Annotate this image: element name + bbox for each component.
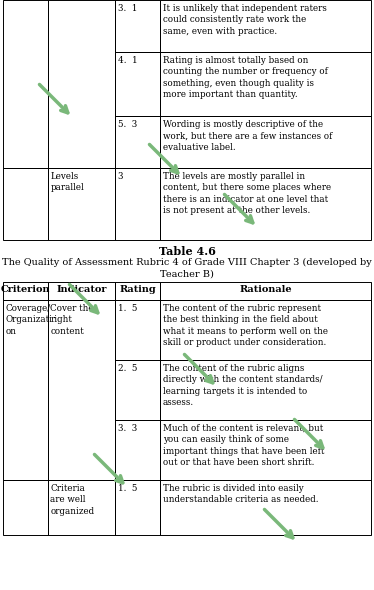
Bar	[115, 116, 160, 168]
Bar	[115, 300, 160, 360]
Text: The content of the rubric represent
the best thinking in the field about
what it: The content of the rubric represent the …	[163, 304, 328, 348]
Bar	[48, 300, 115, 480]
Bar	[115, 52, 160, 116]
Text: The rubric is divided into easily
understandable criteria as needed.: The rubric is divided into easily unders…	[163, 484, 318, 504]
Text: 3: 3	[118, 172, 123, 181]
Text: The Quality of Assessment Rubric 4 of Grade VIII Chapter 3 (developed by: The Quality of Assessment Rubric 4 of Gr…	[2, 258, 372, 267]
Text: The levels are mostly parallel in
content, but there some places where
there is : The levels are mostly parallel in conten…	[163, 172, 331, 215]
Bar	[48, 282, 115, 300]
Text: Rating: Rating	[119, 285, 156, 294]
Bar	[115, 480, 160, 535]
Bar	[48, 168, 115, 240]
Bar	[3, 0, 48, 168]
Bar	[3, 168, 48, 240]
Text: Cover the
right
content: Cover the right content	[50, 304, 94, 336]
Text: 3.  1: 3. 1	[118, 4, 137, 13]
Bar	[115, 282, 160, 300]
Bar	[160, 360, 371, 420]
Text: 4.  1: 4. 1	[118, 56, 137, 65]
Text: Indicator: Indicator	[56, 285, 107, 294]
Text: 5.  3: 5. 3	[118, 120, 137, 129]
Bar	[160, 480, 371, 535]
Bar	[115, 360, 160, 420]
Bar	[3, 300, 48, 480]
Text: Wording is mostly descriptive of the
work, but there are a few instances of
eval: Wording is mostly descriptive of the wor…	[163, 120, 332, 152]
Text: The content of the rubric aligns
directly with the content standards/
learning t: The content of the rubric aligns directl…	[163, 364, 322, 407]
Bar	[160, 116, 371, 168]
Text: 2.  5: 2. 5	[118, 364, 137, 373]
Text: Criteria
are well
organized: Criteria are well organized	[50, 484, 95, 516]
Bar	[115, 420, 160, 480]
Bar	[160, 168, 371, 240]
Text: 3.  3: 3. 3	[118, 424, 137, 433]
Text: Criterion: Criterion	[1, 285, 50, 294]
Text: Levels
parallel: Levels parallel	[50, 172, 84, 192]
Bar	[160, 300, 371, 360]
Bar	[160, 52, 371, 116]
Text: Table 4.6: Table 4.6	[159, 246, 215, 257]
Bar	[48, 480, 115, 535]
Text: 1.  5: 1. 5	[118, 304, 137, 313]
Bar	[3, 282, 48, 300]
Bar	[115, 0, 160, 52]
Text: Much of the content is relevant, but
you can easily think of some
important thin: Much of the content is relevant, but you…	[163, 424, 324, 467]
Bar	[160, 420, 371, 480]
Text: 1.  5: 1. 5	[118, 484, 137, 493]
Text: Teacher B): Teacher B)	[160, 270, 214, 279]
Bar	[115, 168, 160, 240]
Bar	[160, 282, 371, 300]
Bar	[3, 480, 48, 535]
Bar	[48, 0, 115, 168]
Text: It is unlikely that independent raters
could consistently rate work the
same, ev: It is unlikely that independent raters c…	[163, 4, 327, 36]
Bar	[160, 0, 371, 52]
Text: Rating is almost totally based on
counting the number or frequency of
something,: Rating is almost totally based on counti…	[163, 56, 328, 99]
Text: Rationale: Rationale	[239, 285, 292, 294]
Text: Coverage/
Organizati
on: Coverage/ Organizati on	[6, 304, 52, 336]
